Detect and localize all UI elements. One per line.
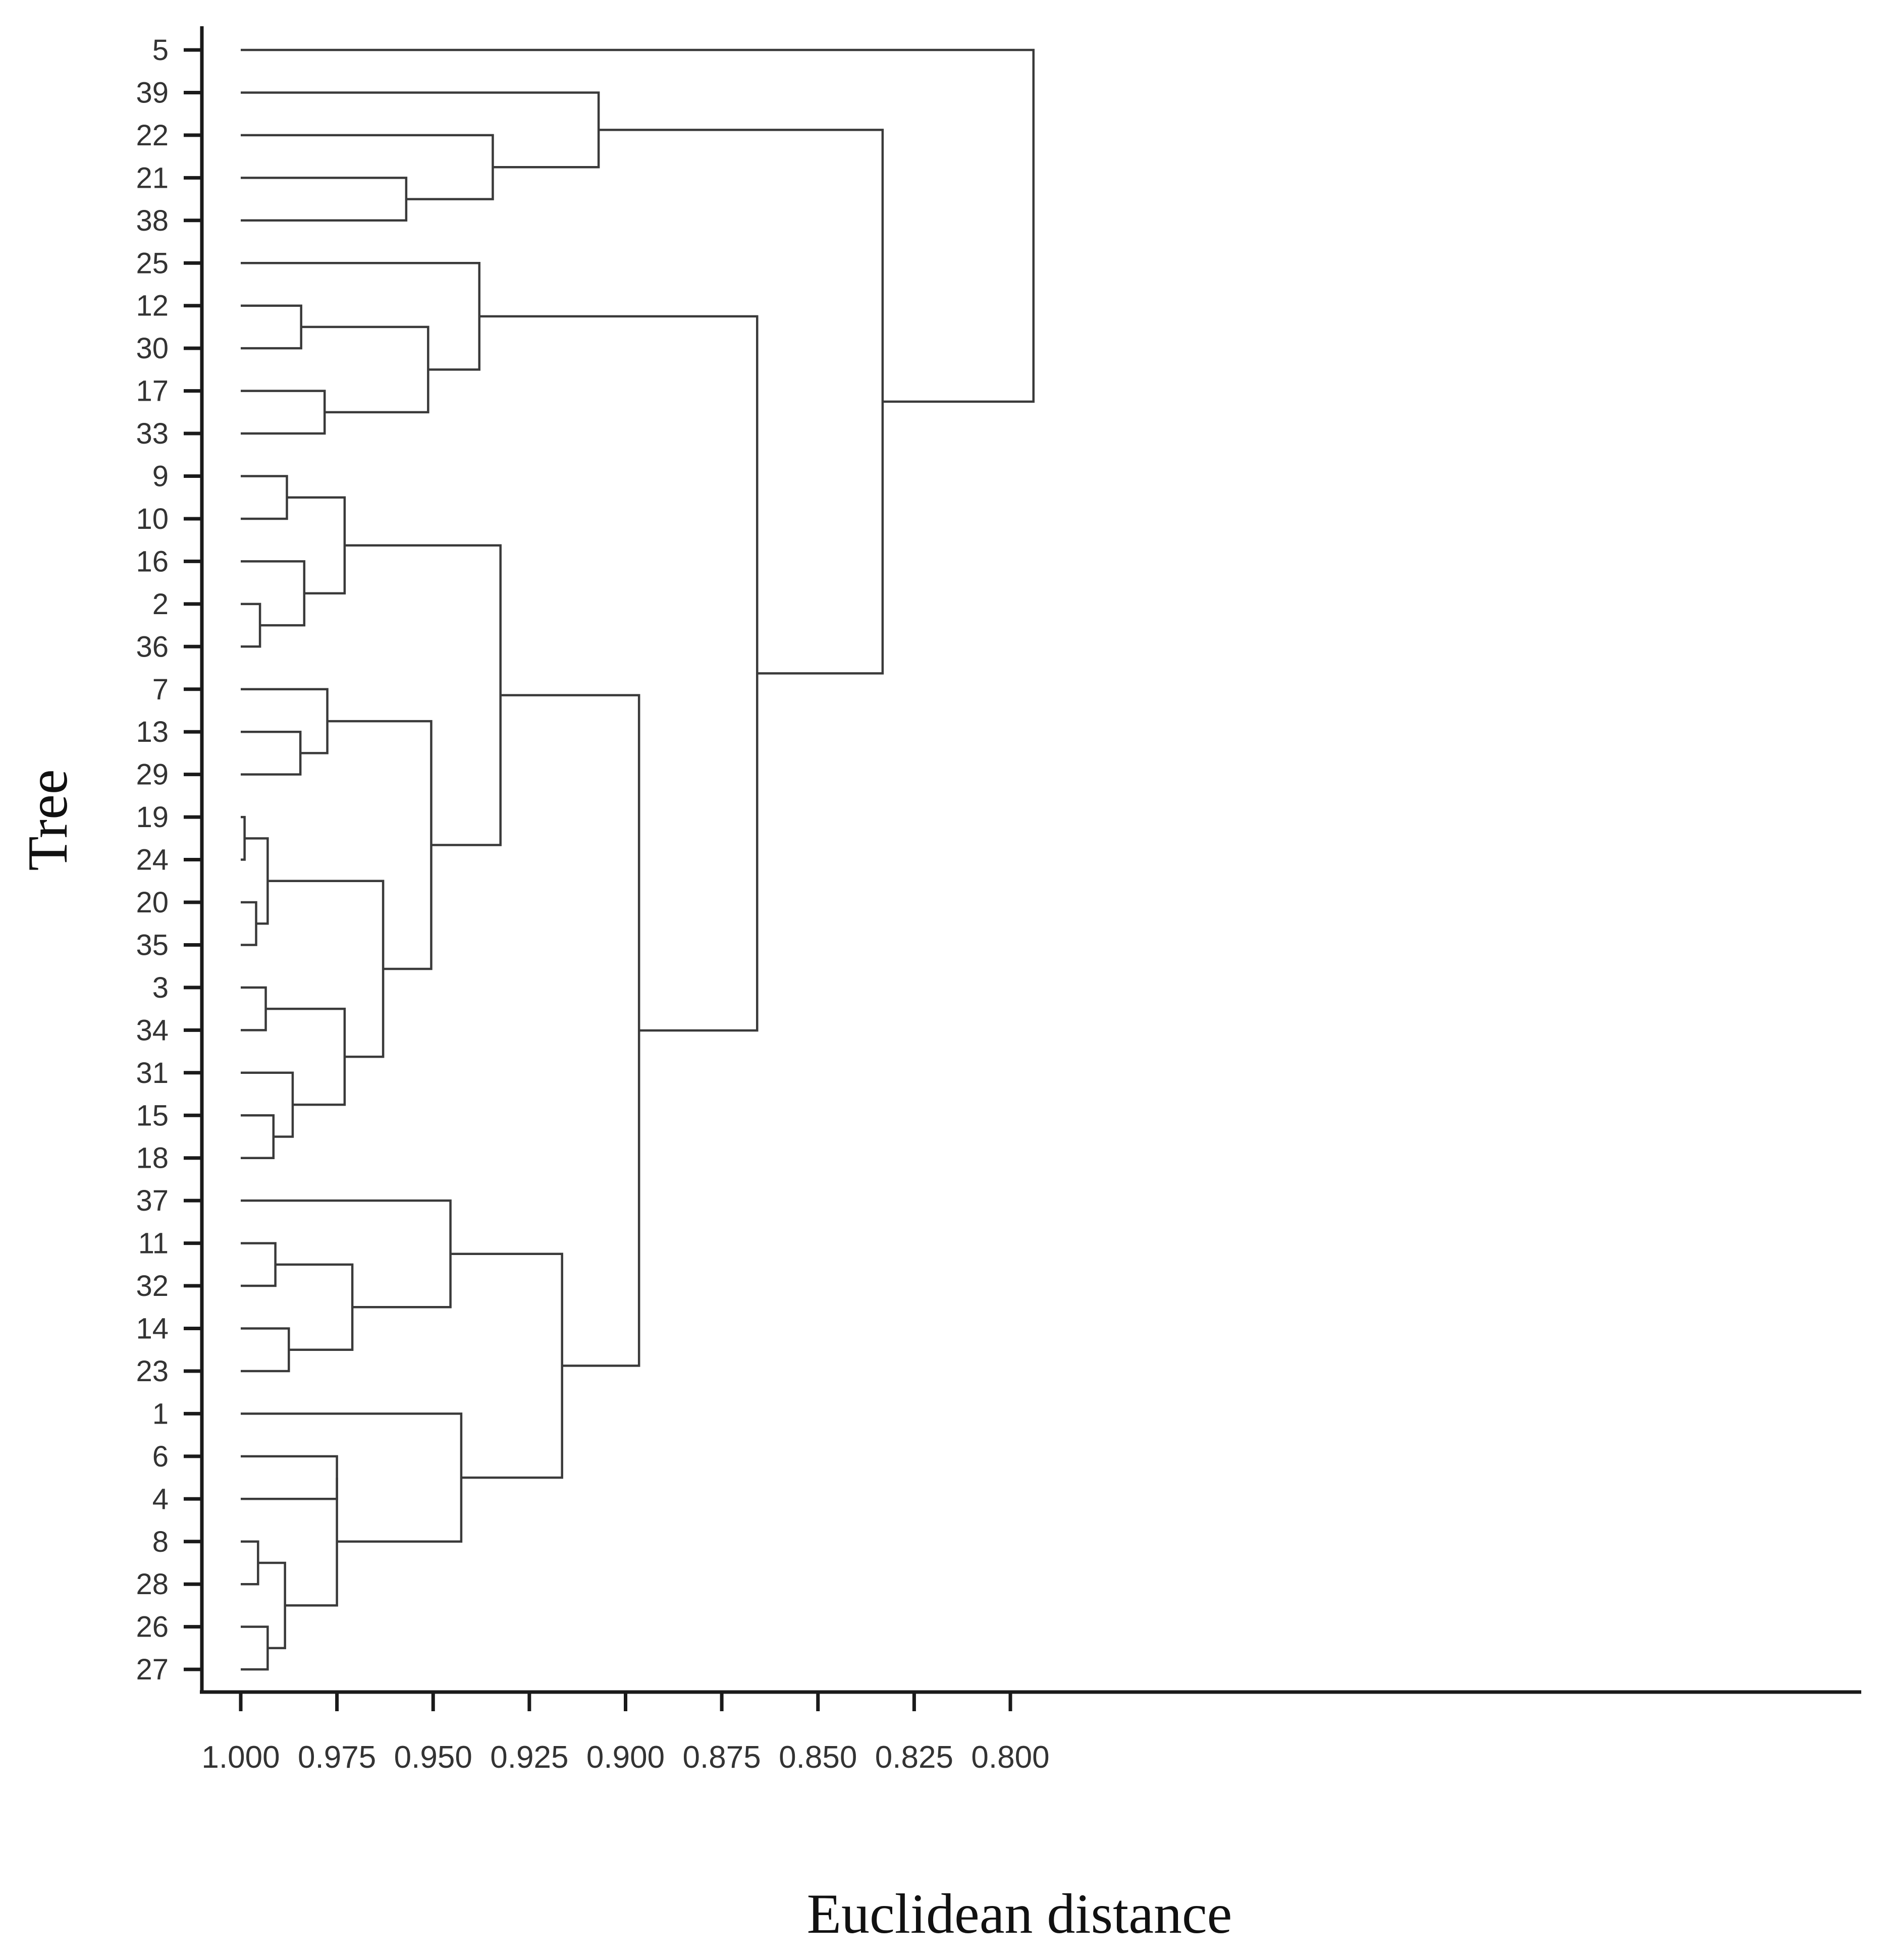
x-tick-label: 0.850: [779, 1740, 857, 1775]
x-tick-label: 0.900: [586, 1740, 665, 1775]
dendrogram-branch: [327, 720, 433, 970]
leaf-label-25: 25: [136, 247, 169, 280]
dendrogram-branch: [275, 1263, 354, 1351]
dendrogram-branch: [241, 560, 306, 627]
leaf-label-23: 23: [136, 1355, 169, 1388]
dendrogram-branch: [267, 880, 385, 1058]
leaf-label-35: 35: [136, 929, 169, 961]
x-ticks: 1.000 0.975 0.950 0.925 0.900 0.875 0.850 0.825…: [201, 1692, 1050, 1775]
dendrogram-branch: [241, 1242, 277, 1287]
leaf-label-3: 3: [152, 971, 169, 1004]
dendrogram-branch: [285, 1478, 338, 1607]
leaf-label-2: 2: [152, 588, 169, 621]
dendrogram-branch: [241, 91, 600, 169]
dendrogram-branch: [265, 1007, 346, 1106]
leaf-label-31: 31: [136, 1057, 169, 1090]
dendrogram-branch: [301, 325, 429, 414]
leaf-label-15: 15: [136, 1099, 169, 1132]
dendrogram-branch: [241, 1327, 290, 1373]
leaf-label-6: 6: [152, 1440, 169, 1473]
leaf-label-4: 4: [152, 1483, 169, 1515]
y-axis-title: Tree: [17, 769, 79, 870]
dendrogram-branches: [241, 48, 1035, 1671]
dendrogram-branch: [241, 475, 288, 520]
leaf-label-28: 28: [136, 1568, 169, 1601]
leaf-label-19: 19: [136, 801, 169, 834]
dendrogram-branch: [241, 1455, 338, 1500]
leaf-label-36: 36: [136, 630, 169, 663]
dendrogram-branch: [241, 815, 246, 861]
dendrogram-branch: [241, 603, 261, 648]
leaf-label-17: 17: [136, 375, 169, 408]
leaf-label-9: 9: [152, 460, 169, 493]
x-tick-label: 0.975: [298, 1740, 376, 1775]
x-tick-label: 1.000: [201, 1740, 280, 1775]
dendrogram-branch: [241, 1199, 452, 1309]
leaf-label-21: 21: [136, 161, 169, 194]
dendrogram-branch: [241, 730, 302, 776]
x-tick-label: 0.800: [971, 1740, 1049, 1775]
leaf-label-11: 11: [138, 1227, 169, 1260]
leaf-label-37: 37: [136, 1184, 169, 1217]
x-tick-label: 0.950: [394, 1740, 472, 1775]
dendrogram-branch: [241, 901, 257, 946]
leaf-label-18: 18: [136, 1142, 169, 1175]
leaf-label-39: 39: [136, 76, 169, 109]
dendrogram-branch: [258, 1561, 286, 1650]
leaf-label-13: 13: [136, 716, 169, 748]
dendrogram-branch: [241, 1540, 259, 1586]
dendrogram-branch: [344, 544, 502, 846]
dendrogram-branch: [241, 986, 267, 1031]
leaf-label-33: 33: [136, 417, 169, 450]
dendrogram-branch: [241, 1412, 463, 1543]
leaf-label-20: 20: [136, 886, 169, 919]
leaf-label-14: 14: [136, 1313, 169, 1345]
dendrogram-branch: [241, 177, 408, 222]
leaf-label-16: 16: [136, 545, 169, 578]
leaf-label-27: 27: [136, 1653, 169, 1686]
leaf-label-29: 29: [136, 758, 169, 791]
leaf-label-10: 10: [136, 503, 169, 535]
dendrogram-branch: [241, 304, 302, 350]
leaf-label-22: 22: [136, 119, 169, 152]
dendrogram-branch: [241, 1625, 269, 1671]
dendrogram-branch: [241, 1071, 294, 1138]
leaf-label-34: 34: [136, 1014, 169, 1047]
x-tick-label: 0.825: [875, 1740, 953, 1775]
dendrogram-branch: [500, 694, 640, 1367]
x-tick-label: 0.925: [490, 1740, 568, 1775]
dendrogram-branch: [241, 48, 1035, 403]
dendrogram-branch: [241, 262, 480, 371]
leaf-label-8: 8: [152, 1526, 169, 1558]
leaf-label-12: 12: [136, 290, 169, 322]
x-tick-label: 0.875: [683, 1740, 761, 1775]
leaf-label-26: 26: [136, 1611, 169, 1644]
leaf-labels: 5392221382512301733910162367132919242035…: [136, 34, 169, 1686]
dendrogram-branch: [241, 1114, 275, 1159]
leaf-label-38: 38: [136, 204, 169, 237]
dendrogram-branch: [599, 129, 884, 675]
dendrogram-branch: [450, 1253, 563, 1479]
leaf-label-5: 5: [152, 34, 169, 67]
leaf-label-32: 32: [136, 1270, 169, 1302]
leaf-label-7: 7: [152, 673, 169, 706]
leaf-label-1: 1: [152, 1397, 169, 1430]
dendrogram-branch: [479, 315, 759, 1032]
dendrogram-branch: [241, 134, 494, 200]
dendrogram-branch: [241, 390, 326, 435]
leaf-label-30: 30: [136, 332, 169, 365]
dendrogram-branch: [287, 496, 346, 594]
leaf-label-24: 24: [136, 844, 169, 877]
dendrogram-branch: [241, 688, 329, 754]
x-axis-title: Euclidean distance: [807, 1883, 1232, 1945]
y-axis: [184, 26, 204, 1692]
